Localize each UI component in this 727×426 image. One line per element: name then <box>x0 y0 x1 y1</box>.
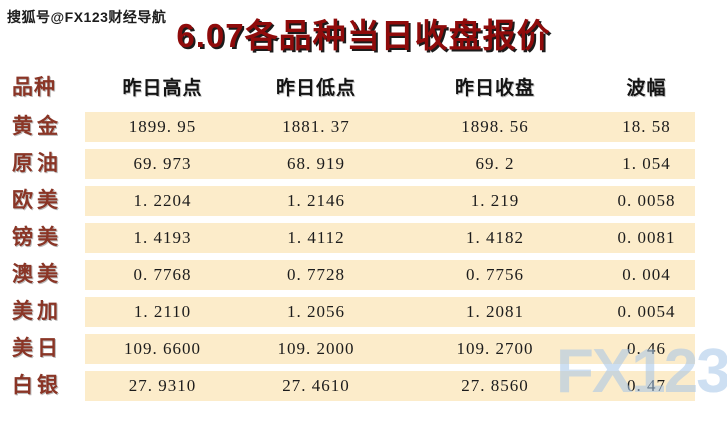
row-label: 澳美 <box>12 263 62 286</box>
cell-prev-close: 69. 2 <box>392 149 598 179</box>
cell-prev-low: 27. 4610 <box>240 371 392 401</box>
row-label: 欧美 <box>12 189 62 212</box>
table-row-usdcad: 美加 1. 2110 1. 2056 1. 2081 0. 0054 <box>0 297 695 327</box>
cell-prev-close: 1. 4182 <box>392 223 598 253</box>
cell-prev-high: 1899. 95 <box>85 112 240 142</box>
cell-prev-high: 1. 2110 <box>85 297 240 327</box>
table-row-silver: 白银 27. 9310 27. 4610 27. 8560 0. 47 <box>0 371 695 401</box>
row-label: 镑美 <box>12 226 62 249</box>
cell-prev-high: 109. 6600 <box>85 334 240 364</box>
cell-prev-low: 1. 4112 <box>240 223 392 253</box>
cell-prev-close: 1898. 56 <box>392 112 598 142</box>
header-prev-low: 昨日低点 <box>275 77 356 99</box>
cell-prev-low: 0. 7728 <box>240 260 392 290</box>
cell-prev-high: 1. 4193 <box>85 223 240 253</box>
cell-prev-close: 0. 7756 <box>392 260 598 290</box>
table-row-usdjpy: 美日 109. 6600 109. 2000 109. 2700 0. 46 <box>0 334 695 364</box>
table-row-gold: 黄金 1899. 95 1881. 37 1898. 56 18. 58 <box>0 112 695 142</box>
cell-range: 0. 0058 <box>598 186 695 216</box>
cell-prev-low: 109. 2000 <box>240 334 392 364</box>
cell-range: 18. 58 <box>598 112 695 142</box>
table-row-eurusd: 欧美 1. 2204 1. 2146 1. 219 0. 0058 <box>0 186 695 216</box>
cell-prev-high: 1. 2204 <box>85 186 240 216</box>
cell-range: 1. 054 <box>598 149 695 179</box>
row-label: 白银 <box>12 374 62 397</box>
table-header-row: 品种 昨日高点 昨日低点 昨日收盘 波幅 <box>0 71 695 101</box>
cell-prev-high: 27. 9310 <box>85 371 240 401</box>
sohu-account-watermark: 搜狐号@FX123财经导航 <box>7 9 167 25</box>
cell-range: 0. 004 <box>598 260 695 290</box>
row-label: 美日 <box>12 337 62 360</box>
cell-prev-close: 27. 8560 <box>392 371 598 401</box>
cell-prev-low: 68. 919 <box>240 149 392 179</box>
quotes-table: 品种 昨日高点 昨日低点 昨日收盘 波幅 黄金 1899. 95 1881. 3… <box>0 71 695 408</box>
table-row-audusd: 澳美 0. 7768 0. 7728 0. 7756 0. 004 <box>0 260 695 290</box>
cell-range: 0. 0081 <box>598 223 695 253</box>
cell-prev-low: 1. 2146 <box>240 186 392 216</box>
cell-range: 0. 46 <box>598 334 695 364</box>
cell-range: 0. 47 <box>598 371 695 401</box>
header-range: 波幅 <box>626 77 667 99</box>
header-prev-close: 昨日收盘 <box>454 77 535 99</box>
cell-prev-close: 1. 219 <box>392 186 598 216</box>
cell-range: 0. 0054 <box>598 297 695 327</box>
page-title: 6.07各品种当日收盘报价 <box>176 17 551 54</box>
cell-prev-close: 109. 2700 <box>392 334 598 364</box>
row-label: 黄金 <box>12 115 62 138</box>
cell-prev-low: 1. 2056 <box>240 297 392 327</box>
header-prev-high: 昨日高点 <box>122 77 203 99</box>
row-label: 美加 <box>12 300 62 323</box>
cell-prev-close: 1. 2081 <box>392 297 598 327</box>
table-row-crude-oil: 原油 69. 973 68. 919 69. 2 1. 054 <box>0 149 695 179</box>
cell-prev-high: 0. 7768 <box>85 260 240 290</box>
header-product: 品种 <box>12 76 56 99</box>
cell-prev-low: 1881. 37 <box>240 112 392 142</box>
row-label: 原油 <box>12 152 62 175</box>
cell-prev-high: 69. 973 <box>85 149 240 179</box>
table-row-gbpusd: 镑美 1. 4193 1. 4112 1. 4182 0. 0081 <box>0 223 695 253</box>
